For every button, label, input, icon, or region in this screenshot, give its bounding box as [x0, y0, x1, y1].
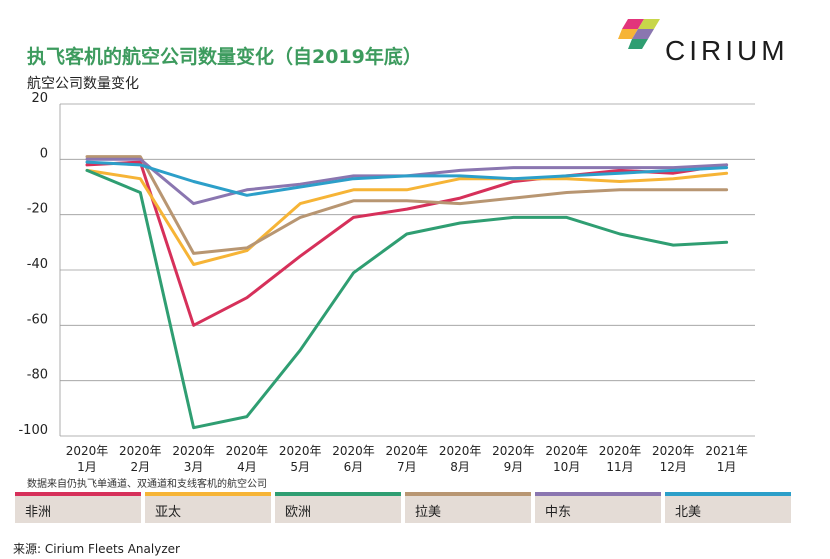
x-tick-label-year: 2020年	[599, 444, 642, 458]
x-tick-label-month: 11月	[606, 460, 633, 474]
x-tick-label-year: 2020年	[492, 444, 535, 458]
x-tick-label-year: 2020年	[226, 444, 269, 458]
x-tick-label-year: 2020年	[172, 444, 215, 458]
chart-note: 数据来自仍执飞单通道、双通道和支线客机的航空公司	[27, 479, 267, 490]
x-tick-label-year: 2020年	[439, 444, 482, 458]
legend-label: 非洲	[25, 505, 52, 520]
x-tick-label-month: 5月	[290, 460, 310, 474]
x-tick-label-month: 10月	[553, 460, 580, 474]
y-tick-label: -40	[27, 257, 48, 272]
legend-swatch	[275, 492, 401, 496]
x-tick-label-month: 12月	[660, 460, 687, 474]
y-tick-label: -20	[27, 202, 48, 217]
legend-label: 欧洲	[285, 505, 312, 520]
legend-item: 北美	[665, 492, 791, 523]
legend-item: 非洲	[15, 492, 141, 523]
x-tick-label-year: 2020年	[66, 444, 109, 458]
series-line	[85, 155, 729, 255]
legend-swatch	[145, 492, 271, 496]
x-tick-label-year: 2020年	[652, 444, 695, 458]
legend-swatch	[665, 492, 791, 496]
legend-label: 中东	[545, 505, 572, 520]
x-tick-label-year: 2020年	[332, 444, 375, 458]
legend-item: 拉美	[405, 492, 531, 523]
y-tick-label: -80	[27, 368, 48, 383]
x-tick-label-month: 3月	[184, 460, 204, 474]
y-tick-label: -60	[27, 312, 48, 327]
chart-title: 执飞客机的航空公司数量变化（自2019年底）	[27, 46, 422, 68]
series-line	[85, 168, 729, 266]
x-tick-label-month: 1月	[717, 460, 737, 474]
y-axis-label: 航空公司数量变化	[27, 76, 139, 92]
series-line	[85, 160, 729, 197]
x-tick-label-month: 2月	[130, 460, 150, 474]
legend: 非洲 亚太 欧洲 拉美 中东 北美	[15, 492, 792, 524]
x-tick-label-year: 2020年	[279, 444, 322, 458]
source-line: 来源: Cirium Fleets Analyzer	[13, 542, 180, 556]
legend-label: 拉美	[415, 505, 442, 520]
series-line	[85, 160, 729, 327]
legend-swatch	[535, 492, 661, 496]
series-line	[85, 168, 729, 430]
legend-item: 欧洲	[275, 492, 401, 523]
legend-label: 北美	[675, 505, 702, 520]
x-tick-label-year: 2020年	[119, 444, 162, 458]
legend-swatch	[15, 492, 141, 496]
legend-item: 亚太	[145, 492, 271, 523]
legend-item: 中东	[535, 492, 661, 523]
brand-name: CIRIUM	[665, 35, 789, 66]
legend-swatch	[405, 492, 531, 496]
x-tick-label-year: 2021年	[705, 444, 748, 458]
x-tick-label-month: 8月	[450, 460, 470, 474]
x-tick-label-month: 7月	[397, 460, 417, 474]
cirium-logo	[618, 19, 660, 49]
y-tick-label: -100	[18, 423, 48, 438]
x-tick-label-month: 9月	[504, 460, 524, 474]
x-tick-label-year: 2020年	[386, 444, 429, 458]
line-chart: 20 0 -20 -40 -60 -80 -100 2020年 1月 2020年 2月 2020年 3月…	[18, 91, 755, 474]
legend-label: 亚太	[155, 505, 182, 520]
x-tick-label-month: 4月	[237, 460, 257, 474]
x-tick-label-month: 6月	[344, 460, 364, 474]
y-tick-label: 0	[40, 146, 48, 161]
x-tick-label-year: 2020年	[545, 444, 588, 458]
y-tick-label: 20	[31, 91, 48, 106]
x-tick-label-month: 1月	[77, 460, 97, 474]
